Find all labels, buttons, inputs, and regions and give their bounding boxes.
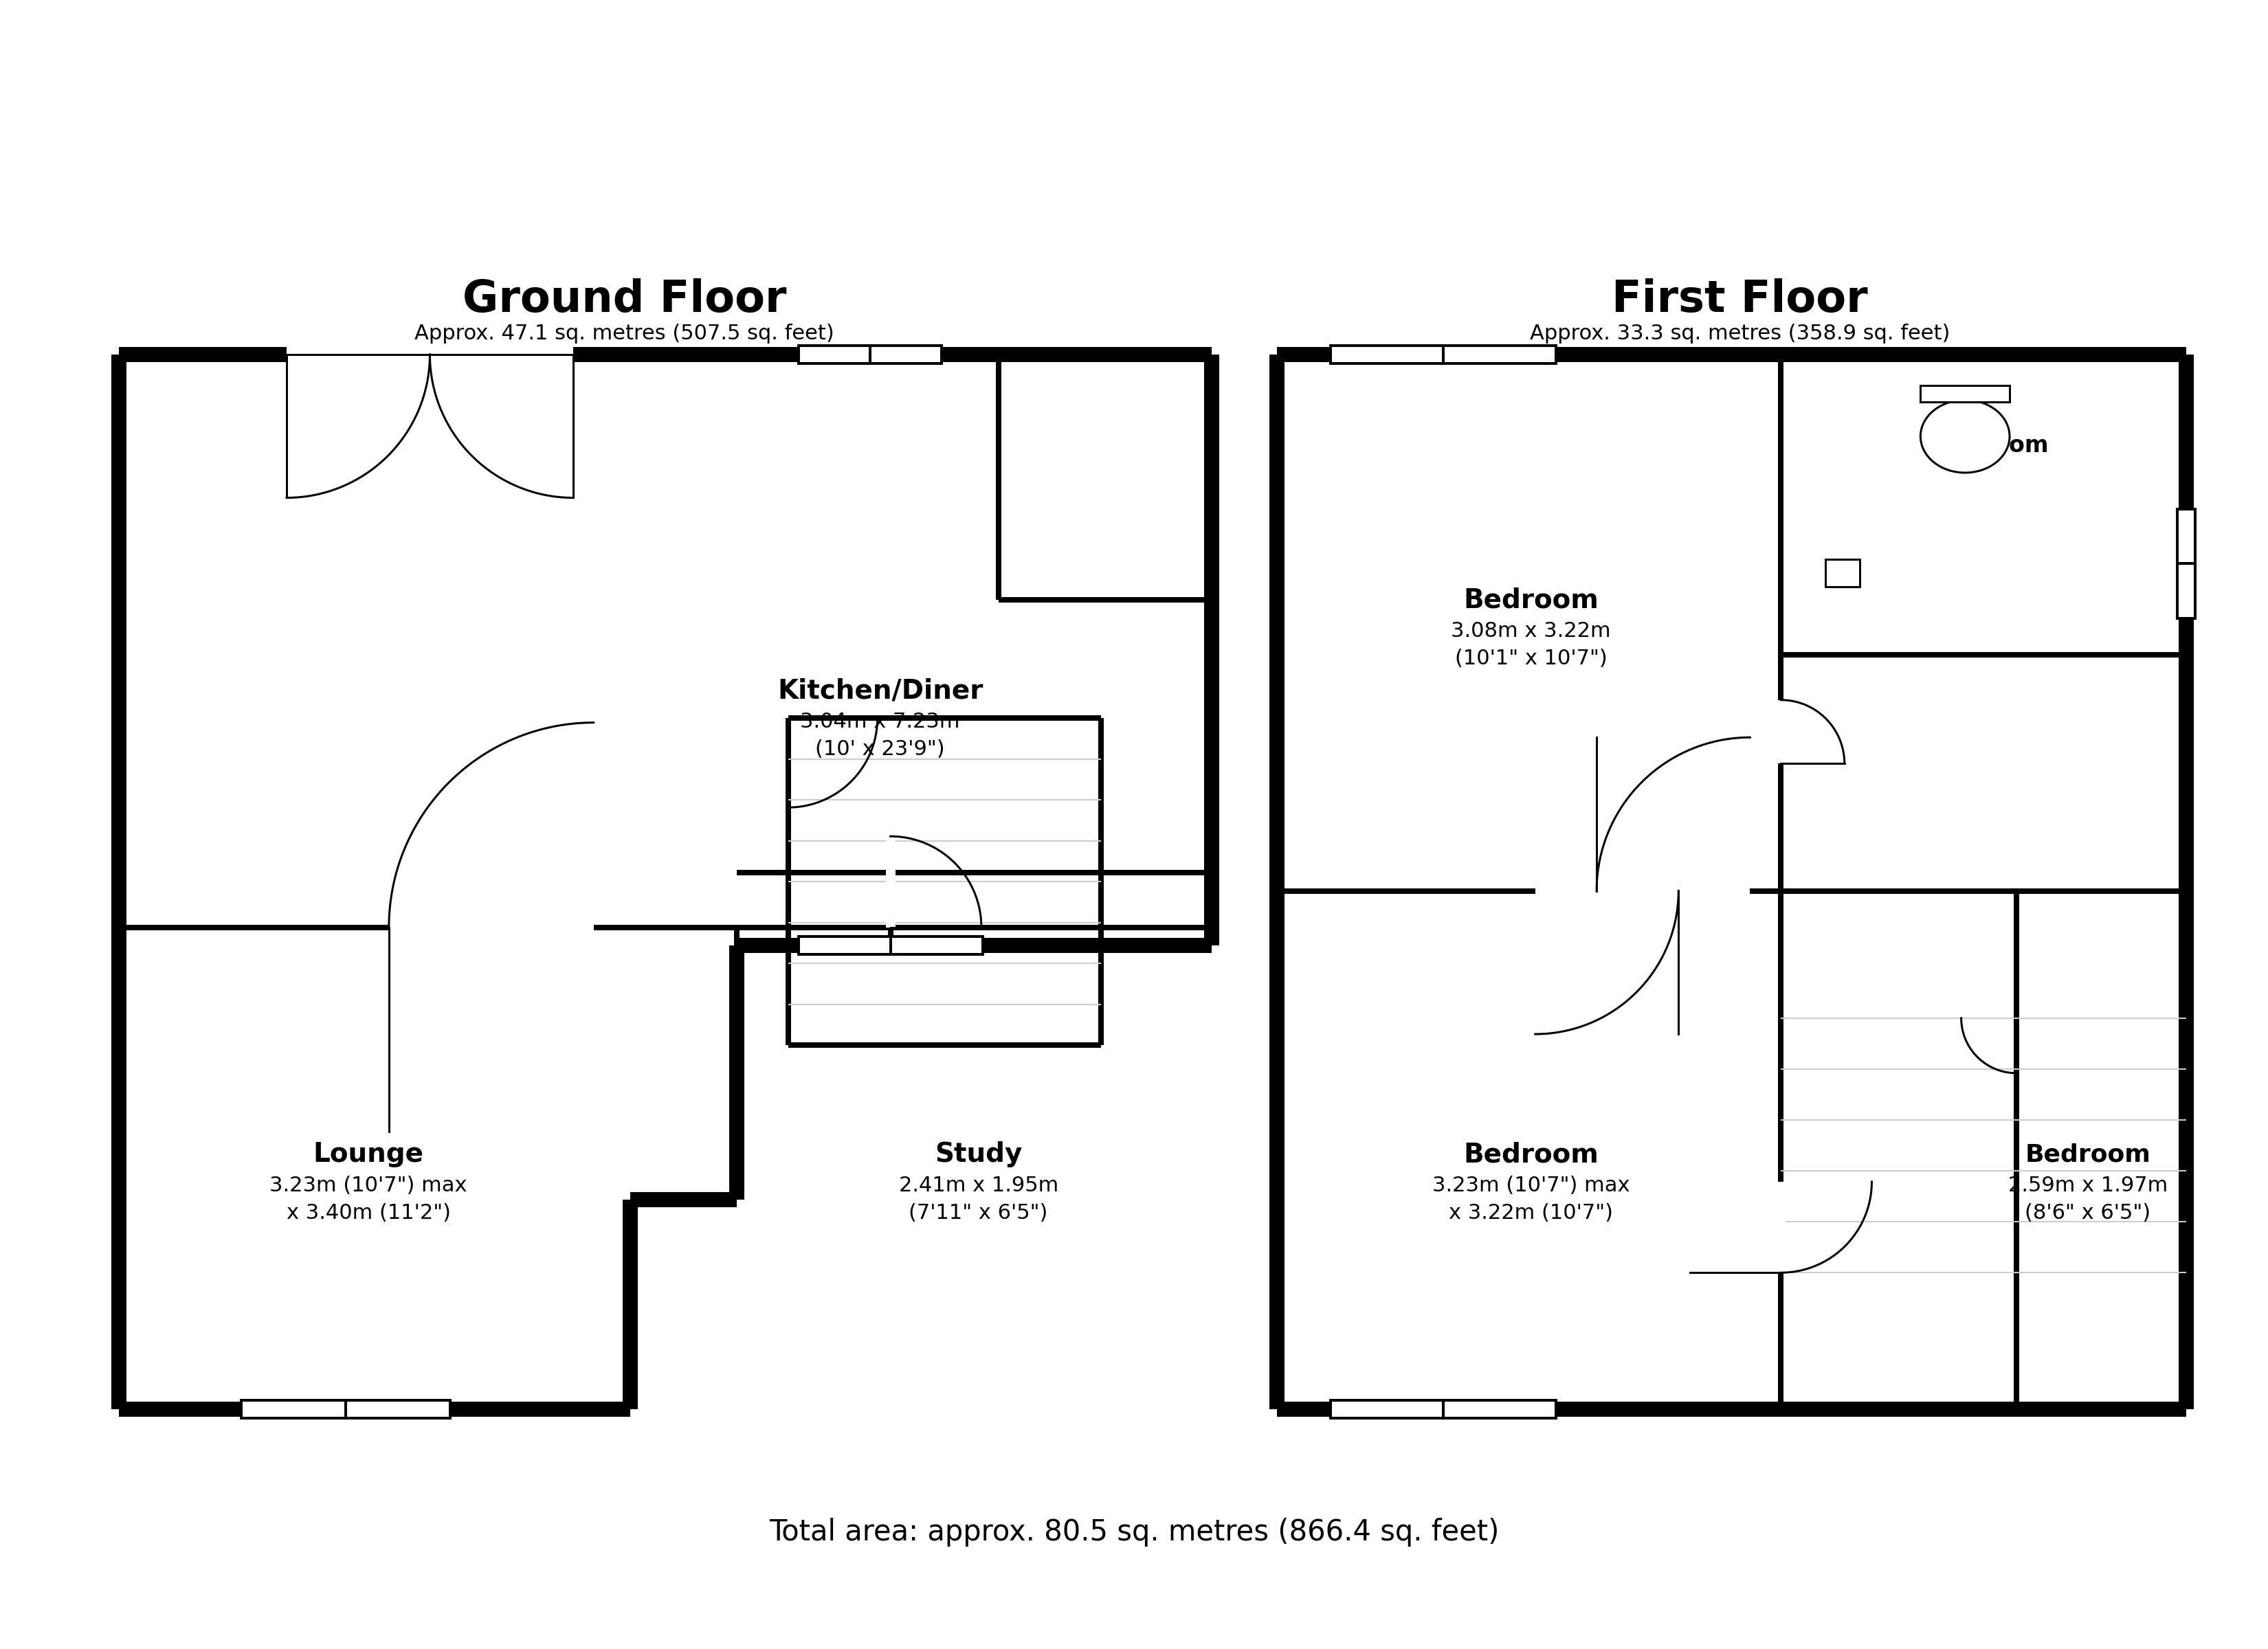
Text: (7'11" x 6'5"): (7'11" x 6'5") bbox=[909, 1202, 1048, 1224]
Ellipse shape bbox=[1921, 401, 2009, 473]
Text: Approx. 33.3 sq. metres (358.9 sq. feet): Approx. 33.3 sq. metres (358.9 sq. feet) bbox=[1531, 323, 1950, 345]
Text: 3.23m (10'7") max: 3.23m (10'7") max bbox=[1433, 1176, 1631, 1196]
Text: Bathroom: Bathroom bbox=[1921, 434, 2048, 457]
Text: Bedroom: Bedroom bbox=[1463, 1141, 1599, 1167]
Text: Kitchen/Diner: Kitchen/Diner bbox=[778, 678, 982, 704]
Text: (10'1" x 10'7"): (10'1" x 10'7") bbox=[1454, 648, 1608, 668]
Text: (10' x 23'9"): (10' x 23'9") bbox=[816, 739, 946, 759]
Bar bbox=[798, 345, 941, 363]
Bar bbox=[798, 937, 982, 955]
Text: Bedroom: Bedroom bbox=[1463, 587, 1599, 613]
Bar bbox=[1921, 386, 2009, 402]
Bar bbox=[2177, 510, 2195, 618]
Bar bbox=[1826, 559, 1860, 587]
Text: 3.04m x 7.23m: 3.04m x 7.23m bbox=[801, 712, 959, 732]
Text: x 3.40m (11'2"): x 3.40m (11'2") bbox=[286, 1202, 451, 1224]
Text: Ground Floor: Ground Floor bbox=[463, 279, 787, 322]
Text: 2.59m x 1.97m: 2.59m x 1.97m bbox=[2007, 1176, 2168, 1196]
Text: 3.23m (10'7") max: 3.23m (10'7") max bbox=[270, 1176, 467, 1196]
Text: x 3.22m (10'7"): x 3.22m (10'7") bbox=[1449, 1202, 1613, 1224]
Text: Approx. 47.1 sq. metres (507.5 sq. feet): Approx. 47.1 sq. metres (507.5 sq. feet) bbox=[415, 323, 835, 345]
Text: 2.41m x 1.95m: 2.41m x 1.95m bbox=[898, 1176, 1059, 1196]
Text: Total area: approx. 80.5 sq. metres (866.4 sq. feet): Total area: approx. 80.5 sq. metres (866… bbox=[769, 1517, 1499, 1547]
Bar bbox=[1331, 1400, 1556, 1418]
Text: First Floor: First Floor bbox=[1613, 279, 1869, 322]
Text: Study: Study bbox=[934, 1141, 1023, 1167]
Text: (8'6" x 6'5"): (8'6" x 6'5") bbox=[2025, 1202, 2150, 1224]
Text: Lounge: Lounge bbox=[313, 1141, 424, 1167]
Bar bbox=[240, 1400, 451, 1418]
Text: 3.08m x 3.22m: 3.08m x 3.22m bbox=[1452, 622, 1610, 641]
Bar bbox=[1331, 345, 1556, 363]
Text: Bedroom: Bedroom bbox=[2025, 1143, 2150, 1166]
